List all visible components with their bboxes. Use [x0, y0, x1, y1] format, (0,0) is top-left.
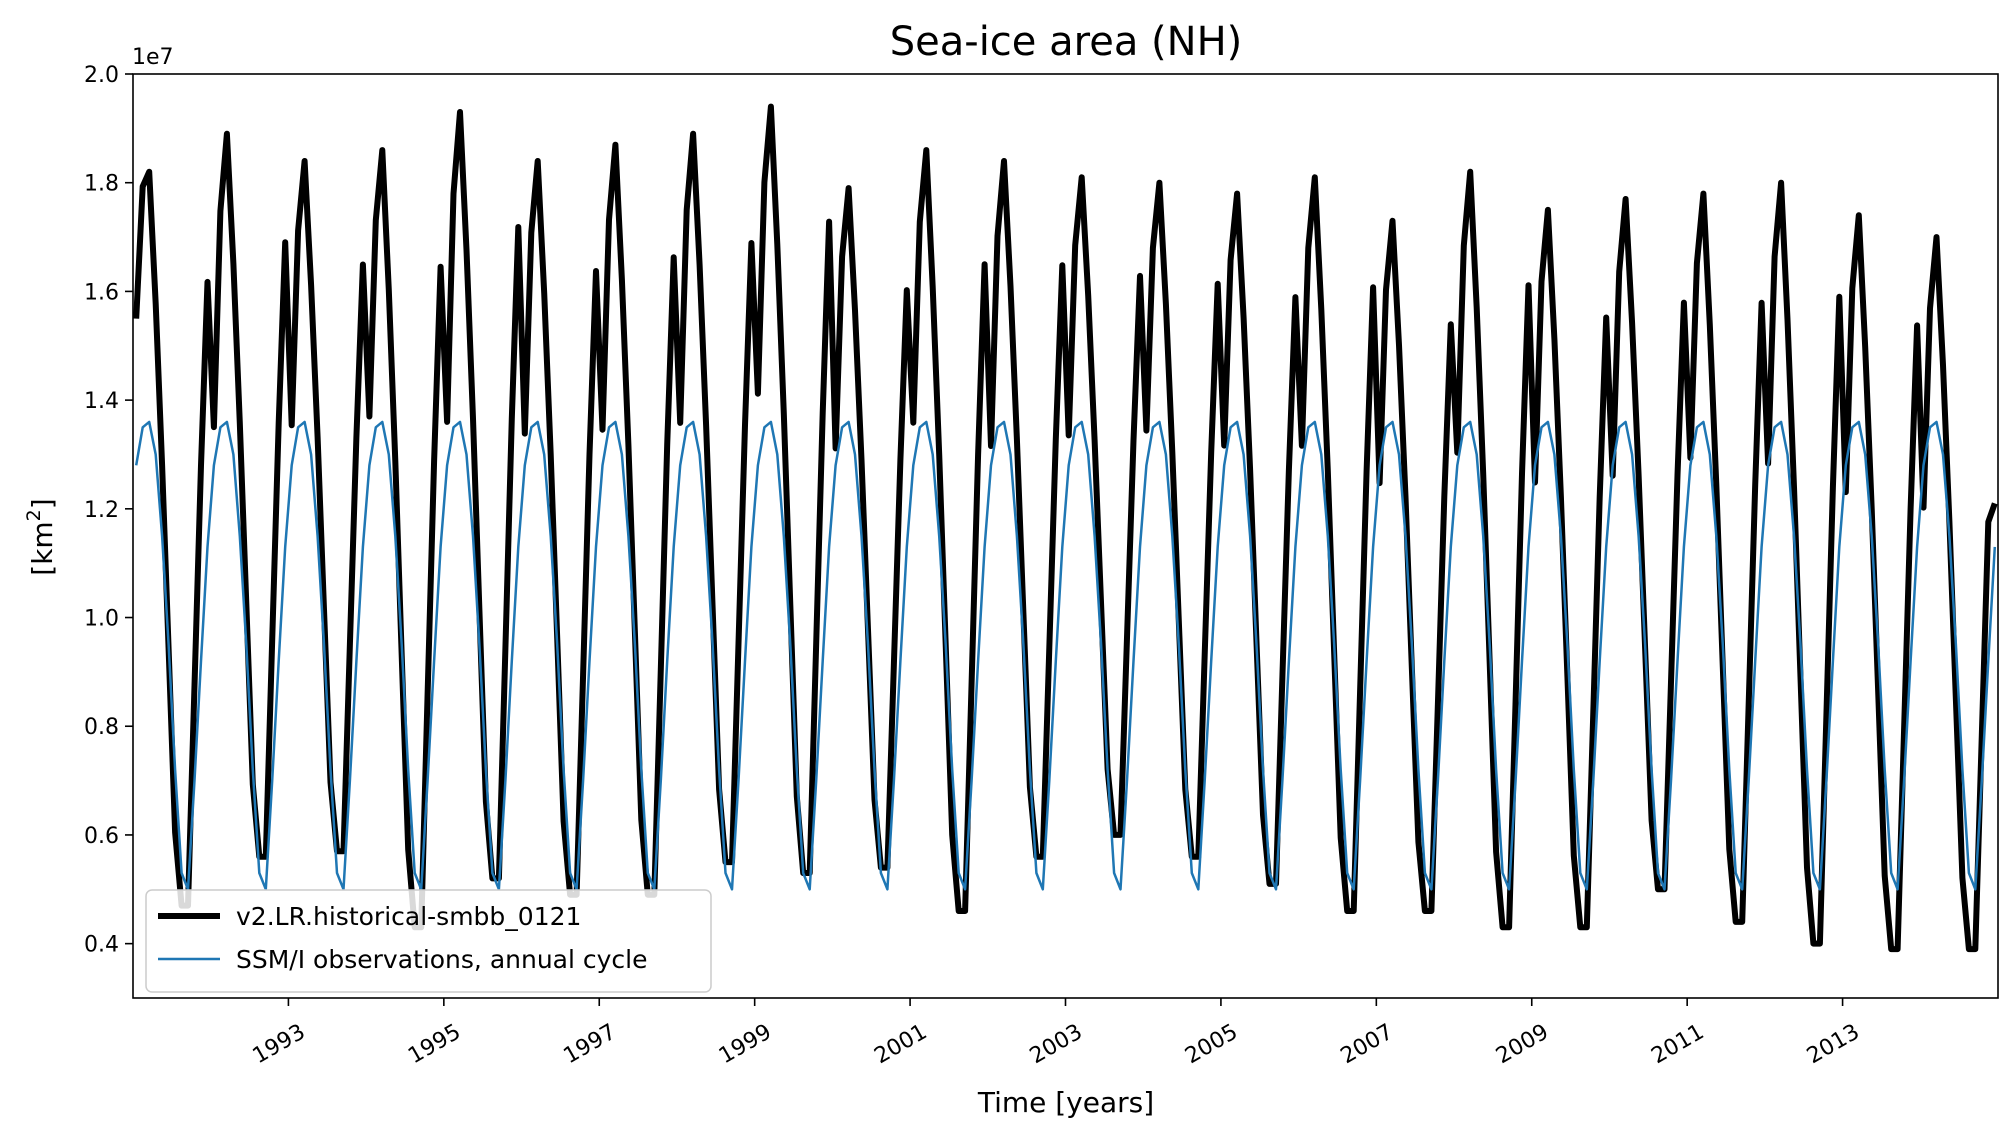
- x-axis: 1993 1995 1997 1999 2001 2003 2005 2007 2009 2011…: [249, 998, 1864, 1069]
- x-tick-label: 2013: [1803, 1020, 1864, 1070]
- x-tick-label: 2001: [870, 1020, 931, 1070]
- legend-label-model: v2.LR.historical-smbb_0121: [236, 902, 581, 931]
- y-tick-label: 0.4: [84, 933, 119, 958]
- plot-frame: [132, 73, 1999, 999]
- x-tick-label: 2007: [1337, 1020, 1398, 1070]
- y-tick-label: 1.4: [84, 389, 119, 414]
- y-tick-label: 1.6: [84, 280, 119, 305]
- y-offset-label: 1e7: [132, 45, 174, 70]
- y-axis-label: [km2]: [23, 498, 59, 575]
- plot-area: [133, 103, 1998, 953]
- x-tick-label: 2005: [1181, 1020, 1242, 1070]
- x-tick-label: 2009: [1492, 1020, 1553, 1070]
- x-tick-label: 1993: [249, 1020, 310, 1070]
- x-axis-label: Time [years]: [977, 1086, 1154, 1119]
- x-tick-label: 2011: [1647, 1020, 1708, 1070]
- y-tick-label: 1.2: [84, 498, 119, 523]
- legend: v2.LR.historical-smbb_0121 SSM/I observa…: [145, 889, 712, 993]
- x-tick-label: 1995: [404, 1020, 465, 1070]
- chart-title: Sea-ice area (NH): [890, 19, 1243, 65]
- series-line-observations: [134, 420, 1997, 891]
- x-tick-label: 2003: [1026, 1020, 1087, 1070]
- series-line-model: [133, 103, 1998, 953]
- y-axis-label-superscript: 2: [23, 509, 45, 521]
- y-tick-label: 2.0: [84, 63, 119, 88]
- y-tick-label: 1.8: [84, 172, 119, 197]
- x-tick-label: 1999: [715, 1020, 776, 1070]
- y-tick-label: 0.8: [84, 715, 119, 740]
- legend-box: [145, 889, 712, 993]
- x-tick-label: 1997: [560, 1020, 621, 1070]
- y-tick-label: 0.6: [84, 824, 119, 849]
- legend-label-observations: SSM/I observations, annual cycle: [236, 945, 648, 974]
- y-tick-label: 1.0: [84, 607, 119, 632]
- y-axis: 0.4 0.6 0.8 1.0 1.2 1.4 1.6 1.8 2.0: [84, 63, 133, 958]
